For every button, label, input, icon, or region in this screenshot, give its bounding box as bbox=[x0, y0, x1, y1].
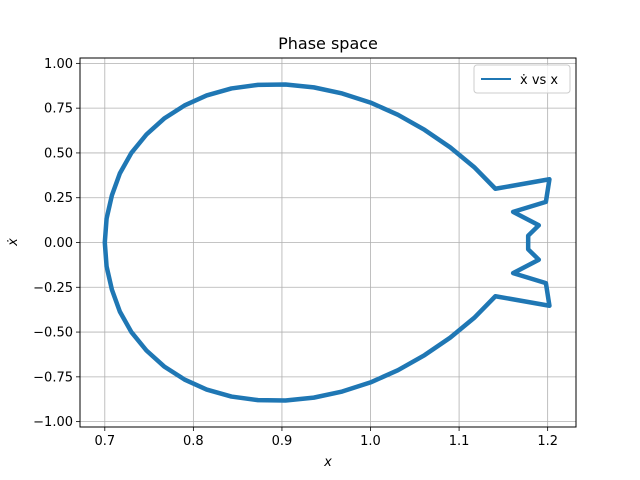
legend: ẋ vs x bbox=[473, 64, 571, 94]
y-tick-label: 0.50 bbox=[44, 146, 73, 161]
chart-title: Phase space bbox=[278, 34, 378, 53]
x-tick-label: 0.9 bbox=[272, 434, 293, 449]
y-tick-label: 0.75 bbox=[44, 102, 73, 117]
y-axis-ticks: −1.00 −0.75 −0.50 −0.25 0.00 0.25 0.50 0.75 1.00 bbox=[33, 57, 80, 430]
y-tick-label: −0.50 bbox=[33, 326, 73, 341]
grid-lines bbox=[80, 58, 576, 427]
y-tick-label: 0.00 bbox=[44, 236, 73, 251]
y-axis-label: ẋ bbox=[6, 238, 21, 247]
y-tick-label: −0.25 bbox=[33, 281, 73, 296]
x-tick-label: 1.0 bbox=[360, 434, 381, 449]
legend-label: ẋ vs x bbox=[520, 73, 558, 88]
x-axis-label: x bbox=[323, 455, 332, 470]
y-tick-label: −0.75 bbox=[33, 370, 73, 385]
series-line bbox=[102, 82, 552, 403]
x-tick-label: 1.2 bbox=[537, 434, 558, 449]
x-axis-ticks: 0.7 0.8 0.9 1.0 1.1 1.2 bbox=[94, 427, 558, 449]
x-tick-label: 0.7 bbox=[94, 434, 115, 449]
y-tick-label: −1.00 bbox=[33, 415, 73, 430]
y-tick-label: 1.00 bbox=[44, 57, 73, 72]
legend-box bbox=[473, 64, 571, 94]
plot-area bbox=[102, 82, 552, 403]
x-tick-label: 1.1 bbox=[449, 434, 470, 449]
y-tick-label: 0.25 bbox=[44, 191, 73, 206]
x-tick-label: 0.8 bbox=[183, 434, 204, 449]
